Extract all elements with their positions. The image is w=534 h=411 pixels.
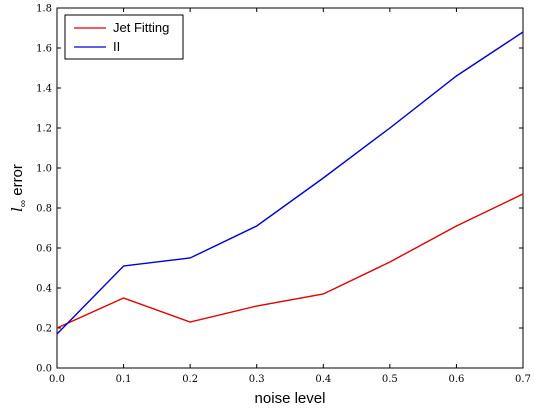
x-tick-label: 0.0 xyxy=(49,374,65,385)
series-line-ii xyxy=(56,31,524,335)
series-line-jet-fitting xyxy=(56,193,524,329)
legend-box xyxy=(64,14,184,60)
series-layer xyxy=(56,31,524,335)
x-axis-title: noise level xyxy=(255,390,326,407)
y-axis-title: l∞ error xyxy=(8,164,29,212)
x-tick-label: 0.1 xyxy=(116,374,132,385)
y-tick-label: 1.2 xyxy=(36,124,52,135)
x-tick-label: 0.2 xyxy=(182,374,198,385)
legend-label-ii: II xyxy=(113,39,120,54)
x-tick-label: 0.6 xyxy=(448,374,464,385)
x-tick-label: 0.5 xyxy=(382,374,398,385)
y-tick-label: 0.2 xyxy=(36,324,52,335)
y-tick-label: 0.6 xyxy=(36,244,52,255)
y-tick-label: 1.4 xyxy=(36,84,52,95)
y-tick-label: 0.8 xyxy=(36,204,52,215)
legend-label-jet-fitting: Jet Fitting xyxy=(113,20,169,35)
y-tick-label: 0.4 xyxy=(36,284,52,295)
y-tick-label: 0.0 xyxy=(36,364,52,375)
x-tick-label: 0.3 xyxy=(249,374,265,385)
legend: Jet Fitting II xyxy=(64,14,184,60)
y-axis-title-rest: error xyxy=(9,164,26,200)
y-tick-label: 1.6 xyxy=(36,44,52,55)
plot-frame xyxy=(56,7,524,369)
x-axis: 0.0 0.1 0.2 0.3 0.4 0.5 0.6 0.7 xyxy=(49,8,531,385)
x-tick-label: 0.4 xyxy=(315,374,331,385)
x-tick-label: 0.7 xyxy=(515,374,531,385)
y-tick-label: 1.0 xyxy=(36,164,52,175)
y-axis-title-main: l xyxy=(8,207,26,212)
y-tick-label: 1.8 xyxy=(36,4,52,15)
y-axis-title-sub: ∞ xyxy=(18,200,29,207)
y-axis: 0.0 0.2 0.4 0.6 0.8 1.0 1.2 1.4 1.6 1.8 xyxy=(36,4,523,375)
